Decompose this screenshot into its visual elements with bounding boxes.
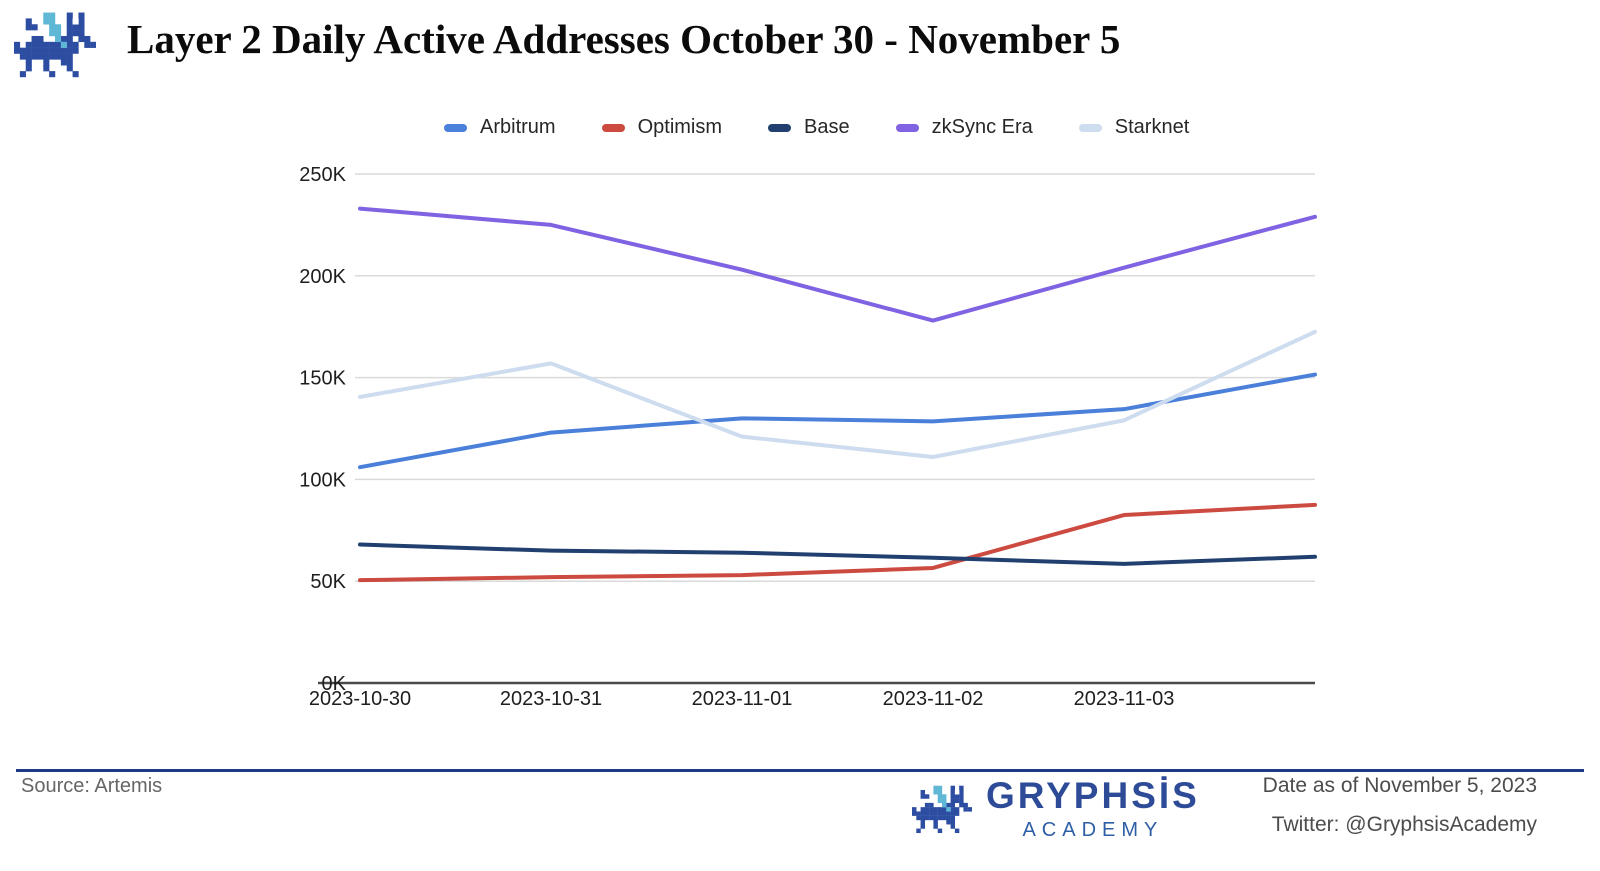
y-tick-label: 50K: [310, 571, 346, 593]
brand-block: GRYPHSİS ACADEMY: [912, 776, 1200, 842]
x-tick-label: 2023-11-01: [692, 688, 793, 710]
legend-label: Starknet: [1114, 116, 1190, 138]
series-line-base: [358, 542, 1317, 566]
brand-text: GRYPHSİS ACADEMY: [986, 776, 1200, 842]
series-line-starknet: [358, 329, 1317, 460]
series-line-arbitrum: [358, 372, 1317, 470]
x-tick-label: 2023-11-03: [1074, 688, 1175, 710]
source-note: Source: Artemis: [21, 775, 163, 797]
legend-item-starknet: Starknet: [1078, 116, 1190, 139]
legend-label: Arbitrum: [480, 116, 556, 138]
legend-item-optimism: Optimism: [601, 116, 723, 139]
legend-swatch-icon: [444, 123, 467, 132]
y-tick-label: 100K: [299, 469, 346, 491]
gryphsis-dragon-logo-footer: [912, 785, 972, 834]
footer-divider: [16, 769, 1584, 772]
y-tick-label: 200K: [299, 266, 346, 288]
legend-swatch-icon: [601, 123, 625, 132]
legend-item-base: Base: [768, 116, 850, 139]
legend-label: zkSync Era: [931, 116, 1033, 138]
series-line-optimism: [358, 502, 1317, 583]
page-title: Layer 2 Daily Active Addresses October 3…: [127, 16, 1121, 62]
brand-subtitle: ACADEMY: [1022, 819, 1164, 841]
gryphsis-dragon-logo: [14, 12, 96, 78]
twitter-handle: Twitter: @GryphsisAcademy: [1271, 813, 1537, 836]
legend-label: Optimism: [637, 116, 723, 138]
legend-swatch-icon: [768, 123, 792, 132]
legend-item-arbitrum: Arbitrum: [444, 116, 556, 139]
legend-swatch-icon: [1078, 123, 1102, 132]
brand-name: GRYPHSİS: [986, 775, 1200, 816]
x-tick-label: 2023-11-02: [883, 688, 984, 710]
y-tick-label: 250K: [299, 164, 346, 186]
chart-legend: Arbitrum Optimism Base zkSync Era Starknet: [444, 116, 1189, 139]
y-tick-label: 150K: [299, 368, 346, 390]
legend-item-zksync-era: zkSync Era: [895, 116, 1033, 139]
legend-swatch-icon: [895, 123, 919, 132]
date-note: Date as of November 5, 2023: [1262, 774, 1537, 797]
x-tick-label: 2023-10-31: [500, 688, 602, 710]
legend-label: Base: [804, 116, 850, 138]
footer-right: Date as of November 5, 2023 Twitter: @Gr…: [1263, 774, 1537, 837]
y-tick-label: 0K: [322, 673, 347, 695]
x-tick-label: 2023-10-30: [309, 688, 411, 710]
series-line-zksync-era: [358, 206, 1317, 323]
